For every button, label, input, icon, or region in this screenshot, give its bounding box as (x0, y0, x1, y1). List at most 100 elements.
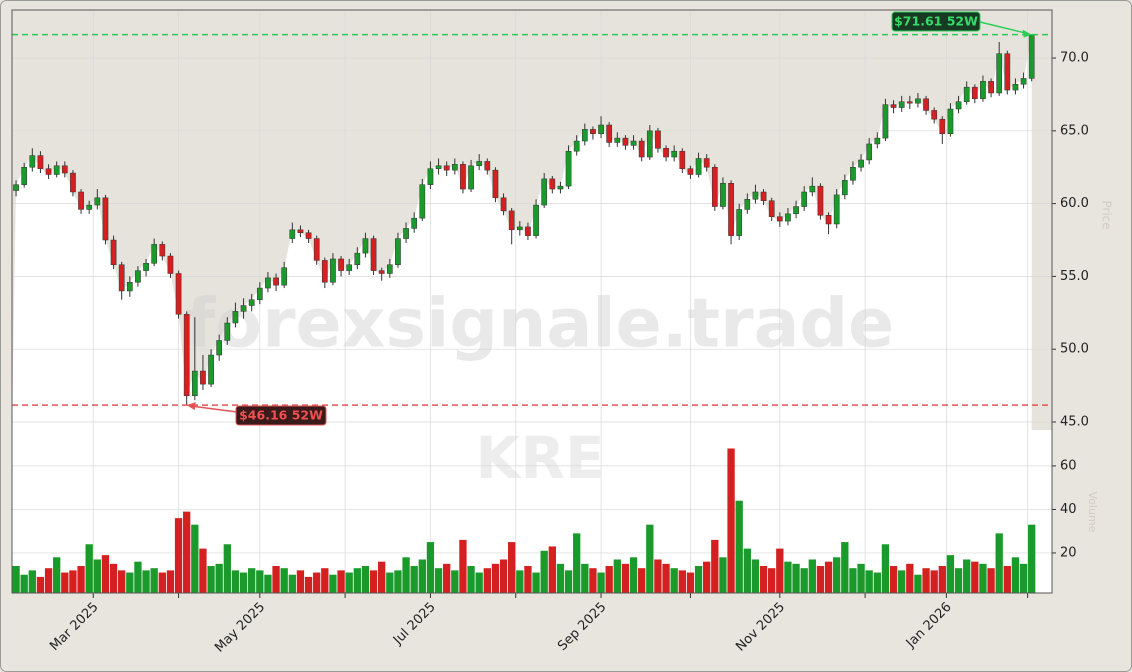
volume-bar (605, 566, 613, 593)
candle-body (395, 238, 401, 266)
candle-body (53, 165, 60, 175)
candle-body (484, 161, 491, 171)
price-area (12, 34, 1032, 431)
candle-body (533, 204, 539, 236)
volume-bar (735, 500, 743, 593)
candle-body (435, 165, 442, 169)
volume-bar (451, 570, 459, 593)
volume-bar (378, 561, 386, 593)
candle-body (833, 194, 840, 225)
candle-body (646, 130, 653, 158)
candle-body (679, 150, 686, 169)
volume-bar (158, 572, 166, 593)
volume-bar (792, 563, 800, 593)
candle-body (890, 104, 897, 108)
candle-body (61, 165, 68, 174)
volume-bar (613, 559, 621, 593)
candle-body (118, 264, 125, 292)
volume-bar (597, 572, 605, 593)
candle-body (256, 287, 263, 300)
candle-body (988, 81, 994, 94)
candle-body (655, 130, 661, 149)
candle-body (931, 110, 938, 120)
volume-bar (906, 563, 914, 593)
candle-body (1020, 78, 1027, 85)
volume-bar (53, 557, 61, 593)
candle-body (996, 53, 1003, 94)
high-arrowhead (1022, 29, 1032, 38)
low-label: $46.16 52W (239, 408, 323, 423)
candle-body (508, 210, 515, 231)
candle-body (906, 101, 913, 104)
volume-bar (1003, 566, 1011, 593)
panel-border (11, 9, 1053, 594)
low-label-box (235, 405, 327, 426)
candle-body (1012, 83, 1019, 91)
volume-bar (784, 561, 792, 593)
volume-bar (946, 555, 955, 593)
candle-body (785, 213, 791, 222)
candle-body (370, 238, 377, 271)
volume-bar (467, 566, 475, 593)
candle-body (793, 206, 799, 215)
volume-bar (109, 563, 118, 593)
volume-bar (564, 570, 573, 593)
volume-bar (256, 570, 264, 593)
candle-body (590, 129, 596, 134)
volume-bar (646, 524, 654, 593)
candle-body (427, 168, 434, 185)
volume-bar (581, 563, 589, 593)
volume-bar (272, 566, 280, 593)
volume-bar (873, 572, 881, 593)
candle-body (776, 216, 783, 222)
candle-body (581, 129, 588, 142)
volume-bar (369, 570, 378, 593)
volume-bar (1011, 557, 1020, 593)
volume-bar (1019, 563, 1028, 593)
candle-body (29, 155, 36, 168)
volume-bar (987, 568, 995, 593)
candle-body (468, 165, 474, 190)
volume-bar (532, 572, 540, 593)
candle-body (167, 255, 174, 274)
volume-bar (20, 574, 28, 593)
candle-body (281, 267, 288, 286)
volume-bar (995, 533, 1003, 593)
volume-bar (833, 557, 841, 593)
candle-body (45, 168, 52, 175)
candle-body (273, 277, 279, 286)
volume-bar (215, 563, 223, 593)
volume-bar (304, 576, 313, 593)
candle-body (175, 273, 182, 315)
candle-body (378, 270, 385, 274)
volume-bar (678, 570, 686, 593)
candle-body (801, 191, 808, 207)
candle-body (362, 238, 369, 254)
volume-bar (971, 561, 979, 593)
volume-bar (126, 572, 134, 593)
volume-bar (719, 557, 727, 593)
candle-body (565, 150, 572, 187)
candle-body (443, 165, 450, 171)
candle-body (70, 172, 76, 193)
candle-body (744, 199, 751, 210)
low-arrowhead (186, 402, 196, 411)
candle-body (695, 158, 702, 175)
candle-body (338, 258, 344, 271)
volume-bar (394, 570, 402, 593)
candle-body (947, 108, 954, 134)
volume-bar (313, 572, 321, 593)
candle-body (126, 281, 133, 292)
volume-bar (573, 533, 581, 593)
candle-body (135, 270, 141, 283)
volume-bar (727, 448, 735, 593)
y-tick-label: 70.0 (1060, 51, 1089, 66)
ticker-watermark: KRE (475, 424, 604, 492)
volume-bar (443, 563, 451, 593)
candle-body (330, 258, 336, 283)
y-tick-label: 45.0 (1060, 414, 1089, 429)
candle-body (850, 166, 856, 181)
volume-bar (556, 563, 565, 593)
